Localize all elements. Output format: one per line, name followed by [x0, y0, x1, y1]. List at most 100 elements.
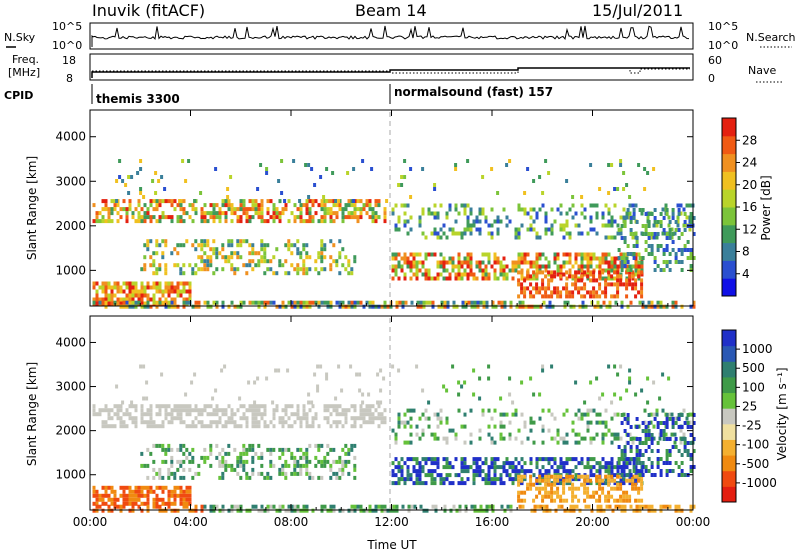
radar-cell: [383, 416, 387, 421]
radar-cell: [616, 469, 620, 474]
radar-cell: [215, 504, 219, 509]
radar-cell: [650, 473, 654, 477]
radar-cell: [632, 212, 636, 216]
radar-cell: [278, 504, 282, 509]
radar-cell: [622, 256, 626, 261]
radar-cell: [257, 203, 261, 208]
radar-cell: [332, 420, 336, 425]
colorbar-swatch: [722, 423, 736, 440]
radar-cell: [269, 459, 273, 464]
radar-cell: [586, 478, 590, 483]
radar-cell: [595, 461, 599, 466]
colorbar-swatch: [722, 392, 736, 409]
radar-cell: [568, 486, 572, 491]
radar-cell: [586, 481, 590, 486]
radar-cell: [272, 424, 276, 429]
radar-cell: [371, 508, 375, 513]
radar-cell: [637, 270, 641, 275]
colorbar-swatch: [722, 153, 736, 172]
radar-cell: [553, 286, 557, 291]
radar-cell: [170, 215, 174, 220]
radar-cell: [643, 408, 647, 413]
radar-cell: [170, 199, 174, 204]
radar-cell: [317, 304, 321, 309]
radar-cell: [320, 207, 324, 212]
radar-cell: [392, 504, 396, 509]
radar-cell: [586, 420, 590, 425]
radar-cell: [254, 408, 258, 413]
radar-cell: [197, 412, 201, 417]
radar-cell: [137, 289, 141, 294]
radar-cell: [221, 211, 225, 216]
radar-cell: [556, 207, 560, 212]
radar-cell: [427, 276, 431, 281]
radar-cell: [191, 475, 195, 480]
radar-cell: [287, 300, 291, 305]
radar-cell: [523, 477, 527, 482]
radar-cell: [635, 220, 639, 224]
radar-cell: [589, 457, 593, 462]
radar-cell: [265, 376, 269, 381]
radar-cell: [668, 469, 672, 473]
radar-cell: [272, 207, 276, 212]
radar-cell: [254, 211, 258, 216]
radar-cell: [629, 220, 633, 224]
radar-cell: [562, 486, 566, 491]
radar-cell: [445, 416, 449, 421]
radar-cell: [427, 457, 431, 462]
radar-cell: [553, 252, 557, 257]
radar-cell: [490, 457, 494, 462]
radar-cell: [158, 471, 162, 476]
radar-cell: [118, 175, 122, 179]
y-tick-label: 3000: [55, 174, 86, 188]
radar-cell: [203, 243, 207, 248]
radar-cell: [541, 264, 545, 269]
radar-cell: [224, 408, 228, 413]
radar-cell: [692, 449, 696, 453]
radar-cell: [281, 447, 285, 452]
radar-cell: [158, 412, 162, 417]
radar-cell: [413, 504, 417, 509]
radar-cell: [146, 497, 150, 502]
radar-cell: [347, 451, 351, 456]
radar-cell: [233, 207, 237, 212]
radar-cell: [439, 477, 443, 482]
radar-cell: [659, 421, 663, 425]
radar-cell: [143, 285, 147, 290]
radar-cell: [167, 475, 171, 480]
radar-cell: [284, 471, 288, 476]
radar-cell: [529, 223, 533, 228]
radar-cell: [418, 268, 422, 273]
radar-cell: [125, 412, 129, 417]
radar-cell: [394, 203, 398, 208]
radar-cell: [656, 441, 660, 445]
radar-cell: [362, 304, 366, 309]
radar-cell: [299, 420, 303, 425]
radar-cell: [616, 432, 620, 437]
radar-cell: [586, 264, 590, 269]
radar-cell: [214, 167, 218, 171]
radar-cell: [305, 304, 309, 309]
radar-cell: [200, 255, 204, 260]
radar-cell: [470, 304, 474, 309]
radar-cell: [293, 219, 297, 224]
radar-cell: [332, 471, 336, 476]
radar-cell: [149, 199, 153, 204]
radar-cell: [677, 425, 681, 429]
radar-cell: [178, 199, 182, 203]
radar-cell: [442, 231, 446, 236]
radar-cell: [383, 420, 387, 425]
colorbar-tick-label: 8: [742, 245, 750, 259]
radar-cell: [146, 412, 150, 417]
radar-cell: [457, 264, 461, 269]
radar-cell: [182, 207, 186, 212]
radar-cell: [245, 471, 249, 476]
radar-cell: [550, 474, 554, 479]
radar-cell: [152, 293, 156, 298]
radar-cell: [323, 211, 327, 216]
radar-cell: [176, 404, 180, 409]
radar-cell: [562, 436, 566, 441]
radar-cell: [323, 215, 327, 220]
radar-cell: [374, 203, 378, 208]
radar-cell: [518, 504, 522, 509]
